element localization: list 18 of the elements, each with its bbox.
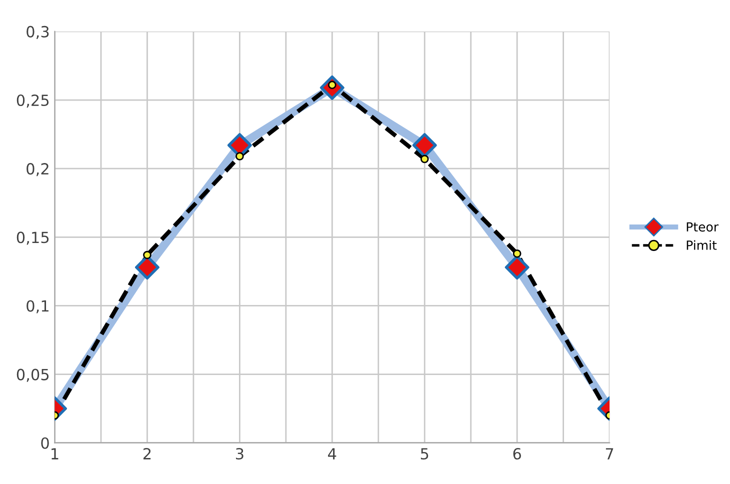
legend-label: Pteor xyxy=(686,222,719,232)
point xyxy=(504,255,530,280)
x-tick-label: 4 xyxy=(328,448,336,460)
y-tick-label: 0,1 xyxy=(26,300,48,314)
y-tick-label: 0,05 xyxy=(16,368,49,382)
point xyxy=(412,133,437,158)
y-tick-label: 0 xyxy=(41,437,49,449)
x-tick-label: 1 xyxy=(52,448,58,460)
x-tick-label: 6 xyxy=(513,448,521,460)
y-tick-label: 0,2 xyxy=(26,163,48,176)
x-tick-label: 5 xyxy=(420,448,428,460)
y-tick-label: 0,25 xyxy=(16,94,49,108)
y-tick-label: 0,3 xyxy=(26,26,49,40)
x-tick-label: 2 xyxy=(143,448,151,460)
x-tick-label: 7 xyxy=(606,448,614,460)
y-tick-label: 0,15 xyxy=(16,232,49,245)
legend-label: Pimit xyxy=(686,240,717,250)
x-tick-label: 3 xyxy=(236,448,244,460)
